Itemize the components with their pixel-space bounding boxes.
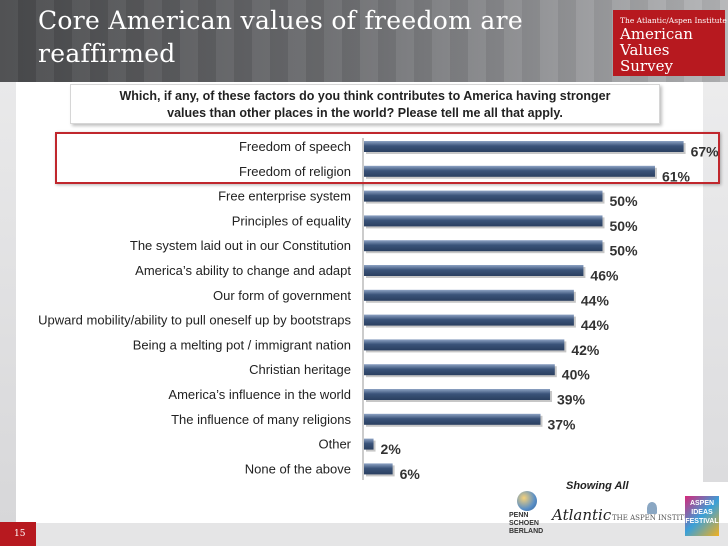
psb-logo-line1: PENN bbox=[509, 512, 529, 519]
slide-title-line1: Core American values of freedom are bbox=[38, 6, 523, 35]
page-number: 15 bbox=[0, 522, 36, 546]
category-label: America’s influence in the world bbox=[168, 387, 351, 402]
slide-header bbox=[0, 0, 728, 82]
slide-title: Core American values of freedom are reaf… bbox=[38, 4, 558, 70]
category-label: America’s ability to change and adapt bbox=[135, 263, 351, 278]
category-label: The system laid out in our Constitution bbox=[130, 238, 351, 253]
survey-logo-line2: Values bbox=[620, 41, 670, 59]
question-line2: values than other places in the world? P… bbox=[167, 106, 563, 120]
bar bbox=[364, 165, 655, 177]
survey-logo-line1: American bbox=[620, 25, 693, 43]
survey-logo-name: American Values Survey bbox=[620, 26, 693, 74]
value-label: 50% bbox=[610, 193, 639, 209]
psb-logo-line2: SCHOEN bbox=[509, 520, 539, 527]
category-label: None of the above bbox=[245, 461, 351, 476]
category-label: Upward mobility/ability to pull oneself … bbox=[38, 313, 351, 328]
ideas-festival-logo: ASPEN IDEAS FESTIVAL bbox=[685, 496, 719, 536]
footer-bar bbox=[0, 523, 728, 546]
festival-line3: FESTIVAL bbox=[685, 518, 719, 525]
festival-line2: IDEAS bbox=[691, 509, 713, 516]
atlantic-logo: Atlantic bbox=[552, 506, 612, 524]
category-label: The influence of many religions bbox=[171, 412, 351, 427]
bar bbox=[364, 463, 393, 475]
question-box: Which, if any, of these factors do you t… bbox=[70, 84, 660, 124]
bar bbox=[364, 190, 603, 202]
value-label: 39% bbox=[557, 392, 586, 408]
value-label: 2% bbox=[381, 441, 402, 457]
value-label: 37% bbox=[547, 416, 576, 432]
category-label: Freedom of religion bbox=[239, 164, 351, 179]
value-label: 46% bbox=[590, 268, 619, 284]
value-label: 40% bbox=[562, 367, 591, 383]
bar bbox=[364, 339, 565, 351]
bar bbox=[364, 215, 603, 227]
aspen-tree-icon bbox=[647, 502, 657, 514]
note-showing-all: Showing All bbox=[566, 480, 629, 492]
bar-chart: Freedom of speech 67% Freedom of religion 6… bbox=[38, 138, 719, 482]
value-label: 61% bbox=[662, 168, 691, 184]
bar bbox=[364, 265, 584, 276]
aspen-institute-logo: THE ASPEN INSTITUTE bbox=[612, 514, 700, 522]
value-label: 67% bbox=[691, 144, 720, 160]
bar bbox=[364, 240, 603, 252]
psb-logo: PENN SCHOEN BERLAND bbox=[509, 512, 543, 536]
category-label: Principles of equality bbox=[232, 213, 352, 228]
survey-logo-line3: Survey bbox=[620, 57, 673, 75]
category-label: Being a melting pot / immigrant nation bbox=[133, 337, 351, 352]
bar bbox=[364, 141, 684, 152]
photo-strip-left bbox=[0, 82, 16, 522]
value-label: 50% bbox=[610, 218, 639, 234]
value-label: 42% bbox=[571, 342, 600, 358]
question-line1: Which, if any, of these factors do you t… bbox=[119, 89, 611, 103]
photo-strip-right bbox=[703, 82, 728, 482]
bar bbox=[364, 438, 374, 450]
category-label: Our form of government bbox=[213, 288, 351, 303]
bar bbox=[364, 413, 541, 425]
bar bbox=[364, 314, 574, 326]
bars-group: Freedom of speech 67% Freedom of religion 6… bbox=[38, 139, 719, 482]
category-label: Free enterprise system bbox=[218, 189, 351, 204]
value-label: 6% bbox=[400, 466, 421, 482]
highlight-box bbox=[55, 132, 720, 184]
bar bbox=[364, 289, 574, 301]
festival-line1: ASPEN bbox=[689, 500, 715, 507]
value-label: 50% bbox=[610, 243, 639, 259]
value-label: 44% bbox=[581, 317, 610, 333]
psb-logo-line3: BERLAND bbox=[509, 528, 544, 535]
survey-logo-sub: The Atlantic/Aspen Institute bbox=[620, 16, 727, 25]
value-label: 44% bbox=[581, 292, 610, 308]
bar bbox=[364, 364, 555, 376]
category-label: Freedom of speech bbox=[239, 139, 351, 154]
globe-icon bbox=[517, 491, 537, 511]
slide-title-line2: reaffirmed bbox=[38, 39, 176, 68]
category-label: Christian heritage bbox=[249, 362, 351, 377]
category-label: Other bbox=[318, 437, 351, 452]
survey-logo: The Atlantic/Aspen Institute American Va… bbox=[613, 10, 727, 76]
bar bbox=[364, 389, 551, 400]
